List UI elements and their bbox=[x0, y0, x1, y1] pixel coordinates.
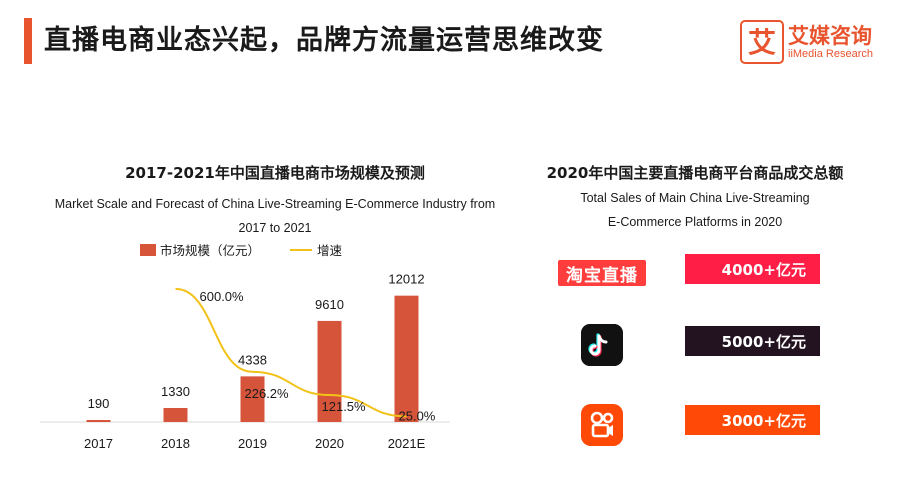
growth-label-2019: 226.2% bbox=[245, 386, 290, 401]
logo-chinese-name: 艾媒咨询 bbox=[788, 24, 872, 48]
legend-line-swatch bbox=[290, 248, 313, 251]
iimedia-logo: 艾 艾媒咨询 iiMedia Research bbox=[740, 18, 888, 68]
bar-label-2019: 4338 bbox=[238, 352, 267, 367]
growth-label-2021E: 25.0% bbox=[399, 408, 436, 423]
bar-2020 bbox=[317, 320, 342, 422]
platforms-subtitle-line2: E-Commerce Platforms in 2020 bbox=[607, 215, 783, 229]
growth-label-2020: 121.5% bbox=[322, 399, 367, 414]
x-tick-2018: 2018 bbox=[161, 436, 190, 451]
platforms-title: 2020年中国主要直播电商平台商品成交总额 bbox=[546, 164, 844, 182]
iimedia-logo-mark: 艾 bbox=[740, 20, 784, 64]
bar-2017 bbox=[86, 420, 111, 422]
svg-text:艾: 艾 bbox=[748, 26, 776, 59]
taobao-sales-banner: 4000+亿元 bbox=[685, 254, 820, 284]
kuaishou-sales-banner: 3000+亿元 bbox=[685, 405, 820, 435]
bar-2021E bbox=[394, 295, 419, 422]
taobao-live-logo: 淘宝直播 bbox=[558, 260, 646, 286]
legend-bar-label: 市场规模（亿元） bbox=[160, 243, 261, 258]
douyin-logo bbox=[581, 324, 623, 366]
growth-line bbox=[175, 287, 407, 418]
x-tick-2017: 2017 bbox=[84, 436, 113, 451]
legend-bar-swatch bbox=[140, 243, 156, 256]
bar-label-2021E: 12012 bbox=[388, 272, 424, 287]
title-accent-bar bbox=[24, 18, 32, 64]
douyin-sales-banner: 5000+亿元 bbox=[685, 326, 820, 356]
page-title: 直播电商业态兴起，品牌方流量运营思维改变 bbox=[44, 25, 604, 56]
x-tick-2021E: 2021E bbox=[388, 436, 426, 451]
chart-subtitle: Market Scale and Forecast of China Live-… bbox=[54, 197, 496, 235]
platforms-subtitle: Total Sales of Main China Live-Streaming… bbox=[510, 186, 880, 234]
bar-label-2018: 1330 bbox=[161, 384, 190, 399]
bar-label-2020: 9610 bbox=[315, 297, 344, 312]
x-tick-2020: 2020 bbox=[315, 436, 344, 451]
x-tick-2019: 2019 bbox=[238, 436, 267, 451]
platforms-subtitle-line1: Total Sales of Main China Live-Streaming bbox=[580, 191, 810, 205]
chart-legend: 市场规模（亿元） 增速 bbox=[140, 240, 342, 259]
bar-2019 bbox=[240, 376, 265, 422]
chart-title: 2017-2021年中国直播电商市场规模及预测 bbox=[125, 164, 425, 182]
kuaishou-logo bbox=[581, 404, 623, 446]
bar-2018 bbox=[163, 408, 188, 422]
growth-label-2018: 600.0% bbox=[200, 289, 245, 304]
bar-label-2017: 190 bbox=[88, 396, 110, 411]
logo-english-name: iiMedia Research bbox=[788, 48, 873, 60]
market-scale-chart: 190 2017 1330 2018 4338 2019 9610 2020 12012 2021… bbox=[40, 272, 450, 451]
legend-line-label: 增速 bbox=[317, 243, 343, 258]
